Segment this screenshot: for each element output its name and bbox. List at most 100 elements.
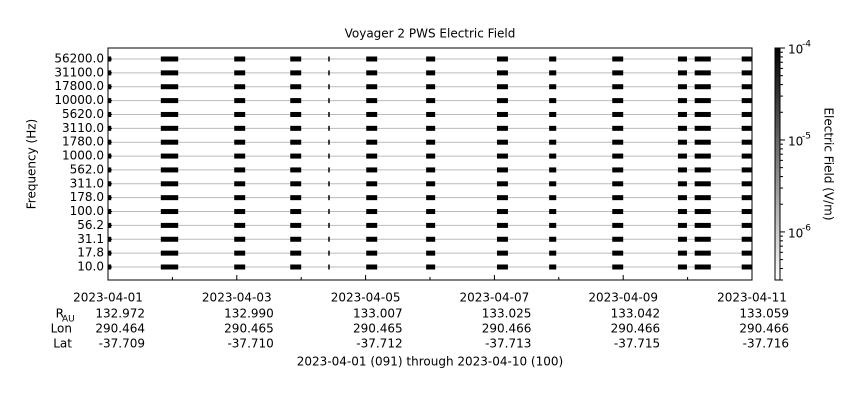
x-tick-label: 2023-04-07	[460, 291, 530, 305]
data-block	[290, 236, 302, 242]
y-axis-label: Frequency (Hz)	[25, 119, 39, 210]
data-block	[694, 125, 711, 131]
colorbar-tick-label: 10	[788, 226, 803, 240]
colorbar-tick-exponent: -4	[802, 40, 811, 50]
data-block	[741, 167, 752, 173]
colorbar-label: Electric Field (V/m)	[822, 107, 836, 220]
data-block	[549, 264, 557, 270]
data-block	[160, 153, 179, 159]
data-block	[677, 209, 687, 215]
data-block	[741, 111, 752, 117]
data-block	[234, 195, 246, 201]
y-tick-label: 178.0	[70, 190, 104, 204]
data-block	[366, 209, 378, 215]
data-block	[694, 98, 711, 104]
data-block	[694, 84, 711, 90]
data-block	[612, 84, 624, 90]
data-block	[694, 167, 711, 173]
data-block	[366, 98, 378, 104]
data-block	[328, 264, 330, 270]
data-block	[496, 98, 508, 104]
data-block	[160, 222, 179, 228]
data-block	[328, 111, 330, 117]
data-block	[677, 250, 687, 256]
data-block	[328, 222, 330, 228]
data-block	[426, 111, 436, 117]
data-block	[677, 181, 687, 187]
data-block	[108, 195, 112, 201]
data-block	[694, 250, 711, 256]
data-block	[741, 84, 752, 90]
data-block	[694, 153, 711, 159]
data-block	[366, 264, 378, 270]
data-block	[234, 153, 246, 159]
data-block	[549, 98, 557, 104]
data-block	[496, 236, 508, 242]
colorbar	[774, 47, 781, 281]
data-block	[328, 84, 330, 90]
data-block	[160, 111, 179, 117]
data-block	[328, 209, 330, 215]
data-block	[234, 98, 246, 104]
data-block	[694, 181, 711, 187]
data-block	[290, 111, 302, 117]
data-block	[741, 181, 752, 187]
data-block	[366, 125, 378, 131]
data-block	[290, 264, 302, 270]
data-block	[234, 125, 246, 131]
x-axis-label: 2023-04-01 (091) through 2023-04-10 (100…	[297, 355, 563, 369]
x-tick-label: 2023-04-03	[202, 291, 272, 305]
ephemeris-value: 132.990	[224, 307, 274, 321]
data-block	[108, 209, 112, 215]
data-block	[677, 111, 687, 117]
ephemeris-label: Lat	[53, 337, 72, 351]
data-block	[741, 70, 752, 76]
data-block	[612, 195, 624, 201]
data-block	[108, 111, 112, 117]
data-block	[694, 111, 711, 117]
data-block	[496, 181, 508, 187]
data-block	[612, 236, 624, 242]
data-block	[694, 236, 711, 242]
data-block	[366, 236, 378, 242]
data-block	[366, 195, 378, 201]
y-tick-label: 3110.0	[62, 121, 104, 135]
data-block	[108, 98, 112, 104]
data-block	[549, 139, 557, 145]
data-block	[290, 167, 302, 173]
data-block	[328, 56, 330, 62]
y-tick-label: 5620.0	[62, 107, 104, 121]
data-block	[108, 181, 112, 187]
data-block	[426, 222, 436, 228]
data-block	[496, 139, 508, 145]
data-block	[426, 195, 436, 201]
data-block	[366, 139, 378, 145]
ephemeris-value: -37.715	[614, 337, 660, 351]
data-block	[677, 139, 687, 145]
data-block	[677, 84, 687, 90]
data-block	[328, 98, 330, 104]
data-block	[160, 195, 179, 201]
y-tick-label: 31.1	[77, 232, 104, 246]
y-tick-label: 56.2	[77, 218, 104, 232]
data-block	[741, 139, 752, 145]
data-block	[549, 153, 557, 159]
data-block	[160, 139, 179, 145]
data-block	[549, 181, 557, 187]
ephemeris-value: 290.466	[611, 322, 661, 336]
data-block	[694, 195, 711, 201]
y-tick-label: 17.8	[77, 246, 104, 260]
data-block	[741, 236, 752, 242]
data-block	[234, 56, 246, 62]
data-block	[694, 209, 711, 215]
data-block	[677, 125, 687, 131]
data-block	[160, 167, 179, 173]
x-tick-label: 2023-04-11	[717, 291, 787, 305]
data-block	[612, 139, 624, 145]
data-block	[549, 209, 557, 215]
data-block	[612, 56, 624, 62]
y-tick-label: 10000.0	[54, 93, 104, 107]
data-block	[741, 264, 752, 270]
x-tick-label: 2023-04-09	[588, 291, 658, 305]
data-block	[160, 250, 179, 256]
